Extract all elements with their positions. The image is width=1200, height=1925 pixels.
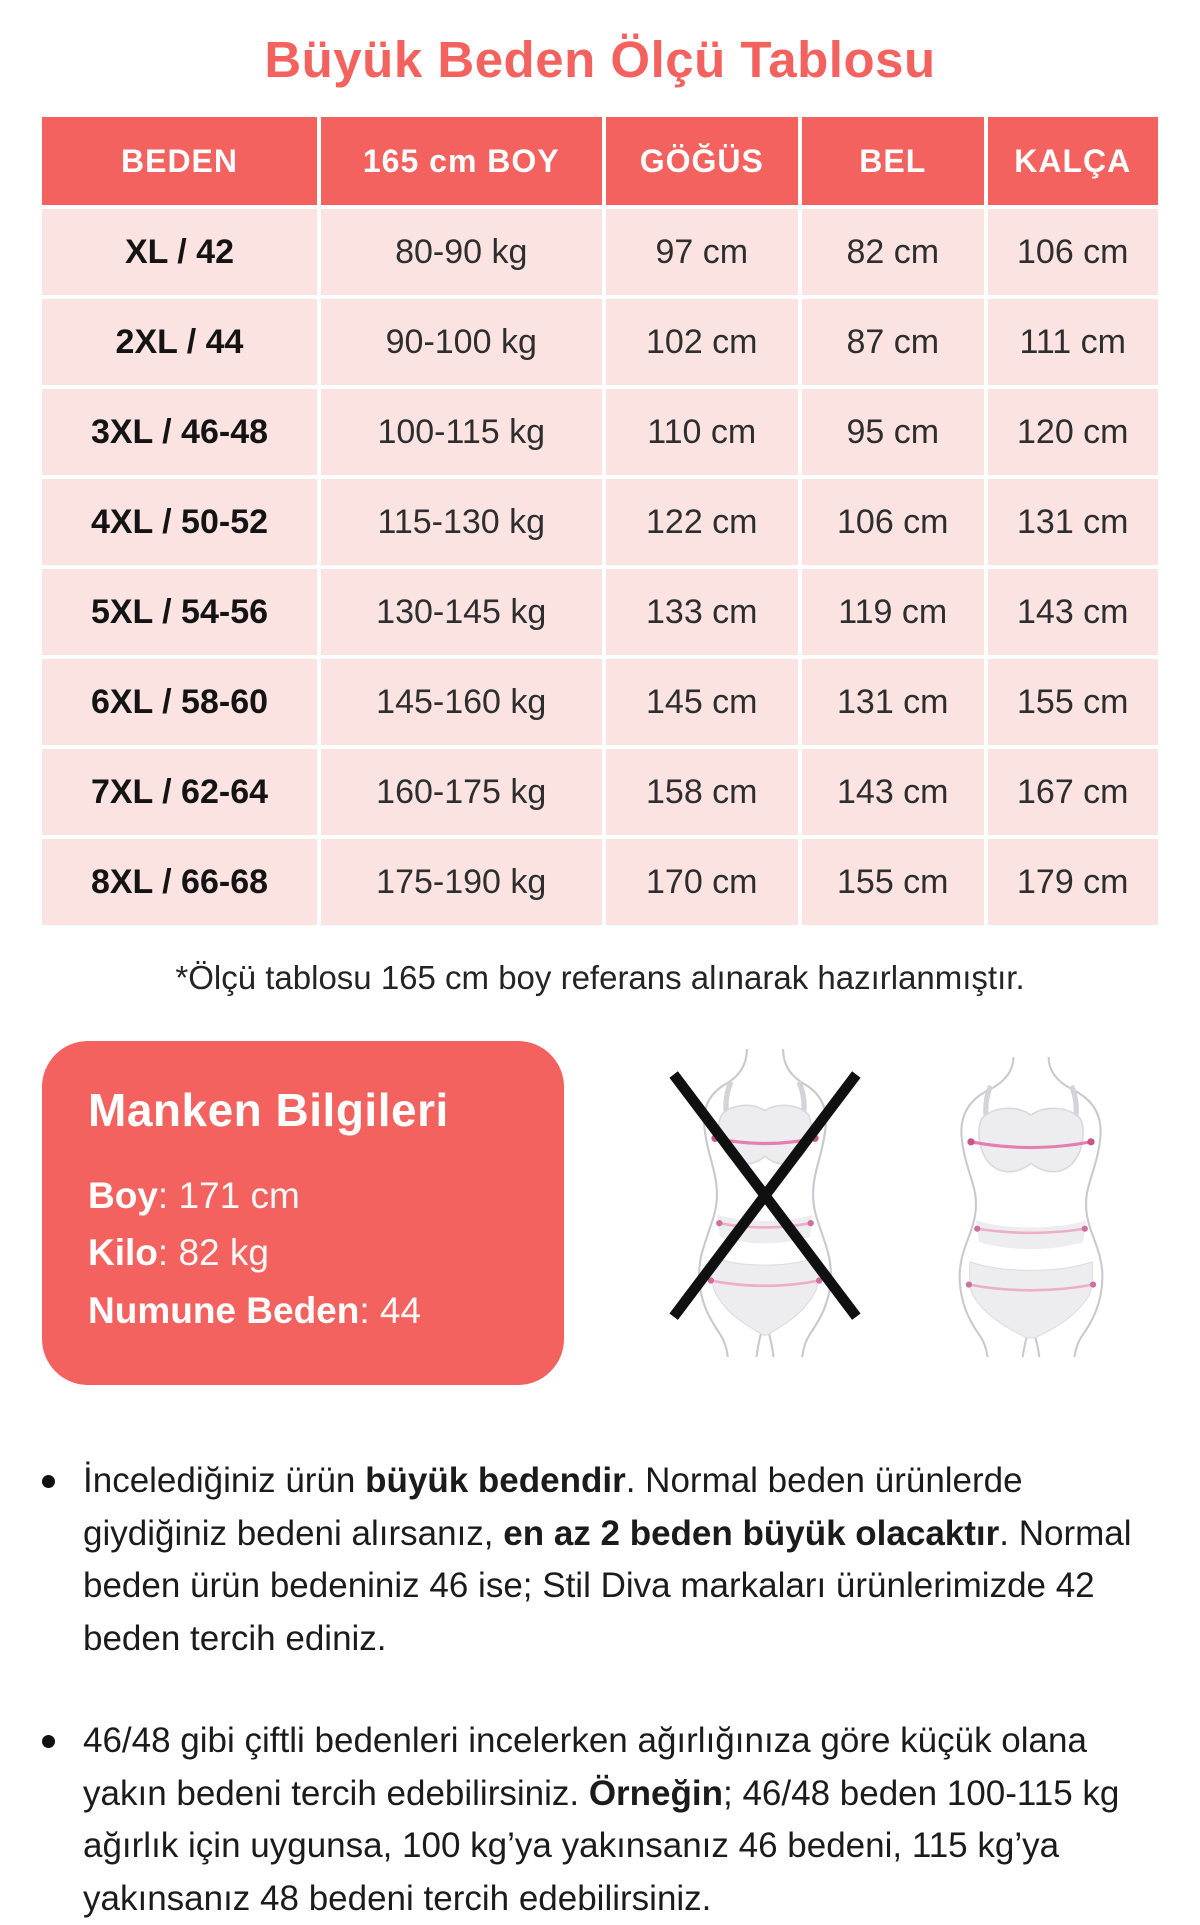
model-info-title: Manken Bilgileri	[88, 1084, 449, 1136]
measurement-cell: 158 cm	[605, 749, 798, 835]
measurement-cell: 111 cm	[987, 299, 1158, 385]
size-label-cell: 3XL / 46-48	[42, 389, 317, 475]
size-table-header-row: BEDEN 165 cm BOY GÖĞÜS BEL KALÇA	[42, 117, 1158, 205]
measurement-cell: 80-90 kg	[321, 209, 602, 295]
size-label-cell: 5XL / 54-56	[42, 569, 317, 655]
measurement-cell: 131 cm	[802, 659, 984, 745]
model-info-field: Boy: 171 cm	[88, 1167, 518, 1224]
measurement-cell: 133 cm	[605, 569, 798, 655]
measurement-cell: 87 cm	[802, 299, 984, 385]
measurement-cell: 155 cm	[802, 839, 984, 925]
table-row: 3XL / 46-48 100-115 kg 110 cm 95 cm 120 cm	[42, 389, 1158, 475]
column-header-kal-a: KALÇA	[987, 117, 1158, 205]
note-text-segment: İncelediğiniz ürün	[83, 1461, 366, 1501]
size-label-cell: 8XL / 66-68	[42, 839, 317, 925]
size-label-cell: 2XL / 44	[42, 299, 317, 385]
note-text: İncelediğiniz ürün büyük bedendir. Norma…	[83, 1455, 1143, 1665]
sizing-notes: İncelediğiniz ürün büyük bedendir. Norma…	[42, 1455, 1156, 1925]
model-field-value: : 82 kg	[157, 1232, 269, 1274]
measurement-cell: 106 cm	[987, 209, 1158, 295]
measurement-cell: 90-100 kg	[321, 299, 602, 385]
measurement-cell: 120 cm	[987, 389, 1158, 475]
size-label-cell: XL / 42	[42, 209, 317, 295]
model-field-value: : 171 cm	[157, 1175, 300, 1216]
size-label-cell: 4XL / 50-52	[42, 479, 317, 565]
measurement-cell: 167 cm	[987, 749, 1158, 835]
column-header-beden: BEDEN	[42, 117, 317, 205]
table-row: XL / 42 80-90 kg 97 cm 82 cm 106 cm	[42, 209, 1158, 295]
bullet-icon	[42, 1475, 55, 1489]
model-info-section: Manken Bilgileri Boy: 171 cm Kilo: 82 kg N…	[42, 1041, 1158, 1386]
size-label-cell: 7XL / 62-64	[42, 749, 317, 835]
column-header-165-cm-boy: 165 cm BOY	[321, 117, 602, 205]
measurement-cell: 102 cm	[605, 299, 798, 385]
measurement-cell: 115-130 kg	[321, 479, 602, 565]
measurement-cell: 143 cm	[802, 749, 984, 835]
note-text-bold: en az 2 beden büyük olacaktır	[503, 1513, 1000, 1553]
measurement-cell: 160-175 kg	[321, 749, 602, 835]
table-row: 4XL / 50-52 115-130 kg 122 cm 106 cm 131 cm	[42, 479, 1158, 565]
measurement-cell: 95 cm	[802, 389, 984, 475]
model-info-fields: Boy: 171 cm Kilo: 82 kg Numune Beden: 44	[88, 1167, 518, 1339]
bullet-icon	[42, 1735, 55, 1749]
plus-size-figure-icon	[922, 1055, 1140, 1359]
note-text-bold: Örneğin	[588, 1773, 724, 1813]
model-field-value: : 44	[359, 1289, 422, 1331]
table-footnote: *Ölçü tablosu 165 cm boy referans alınar…	[175, 959, 1025, 996]
size-table: BEDEN 165 cm BOY GÖĞÜS BEL KALÇA XL / 42 80-9…	[38, 113, 1162, 929]
cross-out-x-icon	[669, 1071, 861, 1320]
measurement-cell: 175-190 kg	[321, 839, 602, 925]
measurement-cell: 100-115 kg	[321, 389, 602, 475]
measurement-cell: 110 cm	[605, 389, 798, 475]
note-item: 46/48 gibi çiftli bedenleri incelerken a…	[42, 1715, 1156, 1925]
crossed-out-slim-figure-icon	[652, 1047, 878, 1359]
table-row: 5XL / 54-56 130-145 kg 133 cm 119 cm 143 cm	[42, 569, 1158, 655]
measurement-cell: 130-145 kg	[321, 569, 602, 655]
note-text: 46/48 gibi çiftli bedenleri incelerken a…	[83, 1715, 1143, 1925]
measurement-cell: 155 cm	[987, 659, 1158, 745]
table-row: 2XL / 44 90-100 kg 102 cm 87 cm 111 cm	[42, 299, 1158, 385]
table-row: 6XL / 58-60 145-160 kg 145 cm 131 cm 155 cm	[42, 659, 1158, 745]
measurement-cell: 179 cm	[987, 839, 1158, 925]
measurement-cell: 145-160 kg	[321, 659, 602, 745]
column-header-g-s: GÖĞÜS	[605, 117, 798, 205]
page-title: Büyük Beden Ölçü Tablosu	[264, 31, 936, 88]
model-info-field: Numune Beden: 44	[88, 1282, 518, 1339]
measurement-cell: 145 cm	[605, 659, 798, 745]
measurement-cell: 106 cm	[802, 479, 984, 565]
note-text-segment: . Normal beden ürün bedeniniz 46 ise; St…	[83, 1513, 1132, 1658]
measurement-cell: 143 cm	[987, 569, 1158, 655]
measurement-cell: 131 cm	[987, 479, 1158, 565]
measurement-cell: 97 cm	[605, 209, 798, 295]
note-text-bold: büyük bedendir	[365, 1461, 626, 1501]
measurement-cell: 170 cm	[605, 839, 798, 925]
size-label-cell: 6XL / 58-60	[42, 659, 317, 745]
measurement-cell: 82 cm	[802, 209, 984, 295]
model-field-label: Numune Beden	[88, 1289, 360, 1331]
measurement-cell: 122 cm	[605, 479, 798, 565]
column-header-bel: BEL	[802, 117, 984, 205]
measurement-figures	[652, 1041, 1158, 1359]
measurement-cell: 119 cm	[802, 569, 984, 655]
table-row: 8XL / 66-68 175-190 kg 170 cm 155 cm 179 cm	[42, 839, 1158, 925]
model-info-card: Manken Bilgileri Boy: 171 cm Kilo: 82 kg N…	[42, 1041, 564, 1386]
model-field-label: Kilo	[88, 1232, 158, 1274]
note-text-segment: . Normal beden ürünlerde giydiğiniz bede…	[83, 1461, 1023, 1553]
note-item: İncelediğiniz ürün büyük bedendir. Norma…	[42, 1455, 1156, 1665]
model-info-field: Kilo: 82 kg	[88, 1224, 518, 1281]
model-field-label: Boy	[88, 1175, 158, 1216]
table-row: 7XL / 62-64 160-175 kg 158 cm 143 cm 167 cm	[42, 749, 1158, 835]
